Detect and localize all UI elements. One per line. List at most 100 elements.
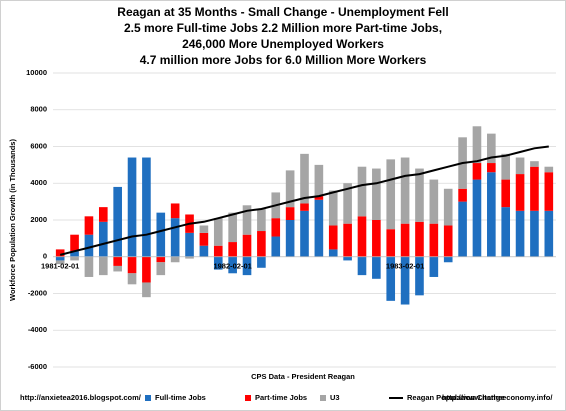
bar-segment bbox=[84, 216, 94, 235]
bar-segment bbox=[213, 218, 223, 246]
bar-segment bbox=[285, 220, 295, 257]
bar-segment bbox=[443, 188, 453, 226]
bar-segment bbox=[213, 256, 223, 270]
bar-segment bbox=[501, 179, 511, 208]
bar-segment bbox=[271, 218, 281, 237]
y-tick-label: 0 bbox=[43, 252, 47, 261]
bar-segment bbox=[156, 262, 166, 276]
bar-segment bbox=[98, 221, 108, 257]
bar-segment bbox=[400, 256, 410, 305]
bar-segment bbox=[343, 256, 352, 261]
bar-segment bbox=[55, 260, 65, 265]
y-axis-label: Workforce Population Growth (in Thousand… bbox=[8, 139, 17, 301]
bar-segment bbox=[530, 166, 539, 211]
bar-segment bbox=[458, 188, 467, 202]
legend-swatch bbox=[145, 395, 151, 401]
y-tick-label: -6000 bbox=[28, 362, 47, 371]
bar-segment bbox=[228, 212, 237, 243]
bar-segment bbox=[199, 225, 209, 233]
bar-segment bbox=[357, 256, 367, 276]
bar-segment bbox=[228, 242, 237, 257]
bar-segment bbox=[213, 245, 223, 257]
bar-segment bbox=[343, 223, 352, 257]
bar-segment bbox=[98, 256, 108, 276]
bar-segment bbox=[515, 157, 525, 175]
legend-swatch bbox=[245, 395, 251, 401]
bar-segment bbox=[515, 174, 525, 211]
bar-segment bbox=[242, 234, 252, 257]
bar-segment bbox=[530, 161, 539, 167]
y-tick-label: 2000 bbox=[30, 215, 47, 224]
bar-segment bbox=[357, 166, 367, 217]
bar-segment bbox=[257, 208, 266, 232]
y-tick-label: 4000 bbox=[30, 178, 47, 187]
bar-segment bbox=[386, 159, 396, 230]
legend-label: U3 bbox=[330, 393, 340, 402]
bar-segment bbox=[285, 170, 295, 208]
bar-segment bbox=[443, 225, 453, 257]
bar-segment bbox=[170, 256, 180, 263]
bar-segment bbox=[242, 205, 252, 235]
bar-segment bbox=[127, 256, 137, 274]
bar-segment bbox=[544, 172, 554, 211]
bar-segment bbox=[515, 210, 525, 257]
bar-segment bbox=[487, 133, 496, 164]
bar-segment bbox=[487, 172, 496, 257]
bar-segment bbox=[328, 249, 338, 257]
bar-segment bbox=[300, 210, 309, 257]
bar-segment bbox=[501, 153, 511, 180]
bar-segment bbox=[386, 256, 396, 301]
footer-left: http://anxietea2016.blogspot.com/ bbox=[20, 393, 142, 402]
bar-segment bbox=[113, 256, 122, 266]
legend-swatch bbox=[320, 395, 326, 401]
bar-segment bbox=[458, 201, 467, 257]
bar-segment bbox=[156, 212, 166, 257]
bar-segment bbox=[314, 164, 324, 197]
bar-segment bbox=[530, 210, 539, 257]
bar-segment bbox=[257, 256, 266, 268]
bar-segment bbox=[185, 232, 194, 257]
legend-label: Part-time Jobs bbox=[255, 393, 307, 402]
bar-segment bbox=[199, 245, 209, 257]
bar-segment bbox=[185, 256, 194, 259]
bar-segment bbox=[544, 210, 554, 257]
bar-segment bbox=[70, 251, 79, 257]
bar-segment bbox=[415, 221, 424, 257]
bar-segment bbox=[199, 232, 209, 246]
bar-segment bbox=[170, 218, 180, 257]
bar-segment bbox=[400, 223, 410, 257]
bar-segment bbox=[429, 223, 439, 257]
footer-right: http://www.itstheeconomy.info/ bbox=[442, 393, 553, 402]
bar-segment bbox=[113, 265, 122, 272]
bar-segment bbox=[472, 179, 482, 257]
x-tick-label: 1981-02-01 bbox=[41, 262, 79, 271]
bar-segment bbox=[55, 256, 65, 261]
legend-label: Full-time Jobs bbox=[155, 393, 206, 402]
x-tick-label: 1983-02-01 bbox=[386, 262, 424, 271]
chart-title: 4.7 million more Jobs for 6.0 Million Mo… bbox=[140, 53, 427, 67]
x-tick-label: 1982-02-01 bbox=[213, 262, 251, 271]
bar-segment bbox=[156, 256, 166, 263]
chart-title: 246,000 More Unemployed Workers bbox=[182, 37, 384, 51]
bar-segment bbox=[314, 196, 324, 200]
bar-segment bbox=[501, 207, 511, 257]
bar-segment bbox=[70, 256, 79, 261]
population-line bbox=[59, 145, 549, 256]
bar-segment bbox=[357, 216, 367, 257]
bar-segment bbox=[127, 273, 137, 285]
bar-segment bbox=[328, 225, 338, 250]
bar-segment bbox=[228, 256, 237, 274]
bar-segment bbox=[285, 207, 295, 220]
bar-segment bbox=[113, 186, 122, 257]
bar-segment bbox=[372, 220, 381, 257]
bar-segment bbox=[271, 236, 281, 257]
bar-segment bbox=[242, 256, 252, 276]
y-tick-label: -2000 bbox=[28, 288, 47, 297]
bar-segment bbox=[429, 179, 439, 224]
bar-segment bbox=[84, 234, 94, 257]
bar-segment bbox=[127, 157, 137, 257]
bar-segment bbox=[372, 168, 381, 220]
bar-segment bbox=[142, 256, 151, 283]
